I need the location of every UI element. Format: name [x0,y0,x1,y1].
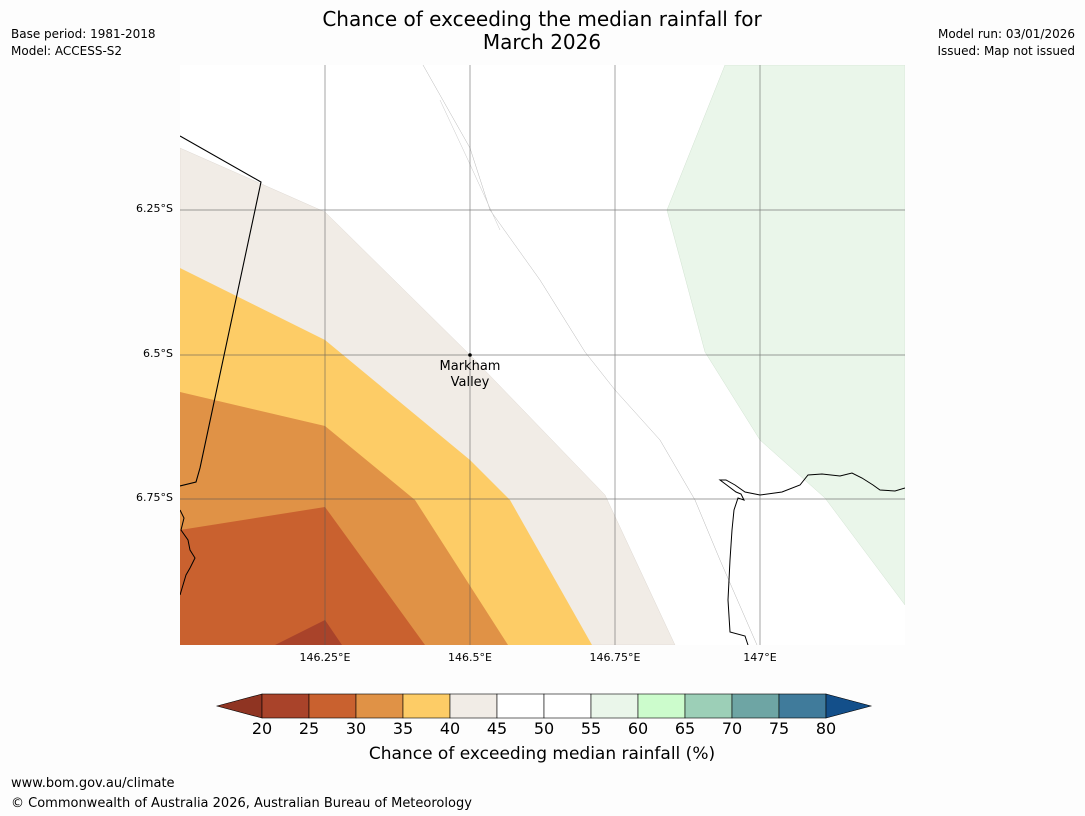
colorbar-tick-label: 50 [533,719,555,738]
place-label-line-1: Markham [439,359,501,374]
thin-line-2 [439,99,501,231]
colorbar-over-arrow [825,693,873,719]
footer-url: www.bom.gov.au/climate [11,776,175,791]
meta-left: Base period: 1981-2018 Model: ACCESS-S2 [11,26,156,60]
base-period-text: Base period: 1981-2018 [11,27,156,41]
markham-valley-marker [468,353,472,357]
colorbar-swatch [684,693,733,719]
lon-label-146-25e: 146.25°E [299,651,351,664]
map-title: Chance of exceeding the median rainfall … [242,8,842,54]
colorbar-under-arrow [215,693,263,719]
issued-text: Issued: Map not issued [937,44,1075,58]
colorbar-tick-label: 75 [768,719,790,738]
title-line-1: Chance of exceeding the median rainfall … [322,7,762,31]
colorbar-swatch [355,693,404,719]
colorbar-tick-label: 20 [251,719,273,738]
map-plot [180,65,905,645]
colorbar-swatch [543,693,592,719]
footer-copyright: © Commonwealth of Australia 2026, Austra… [11,796,472,811]
colorbar-swatch [637,693,686,719]
colorbar-tick-label: 40 [439,719,461,738]
colorbar-swatch [590,693,639,719]
coastline-west [180,509,196,596]
colorbar-tick-label: 55 [580,719,602,738]
band-55-60 [666,65,905,606]
colorbar-tick-label: 45 [486,719,508,738]
colorbar-swatch [449,693,498,719]
colorbar-tick-label: 35 [392,719,414,738]
place-label-line-2: Valley [450,375,490,390]
lon-label-146-5e: 146.5°E [448,651,492,664]
colorbar-tick-label: 60 [627,719,649,738]
place-label-markham-valley: Markham Valley [425,359,515,391]
colorbar-swatch [731,693,780,719]
border-line [180,135,262,487]
lon-label-147e: 147°E [743,651,777,664]
colorbar-swatch [261,693,310,719]
thin-line-1 [422,65,758,645]
colorbar-tick-label: 65 [674,719,696,738]
model-run-text: Model run: 03/01/2026 [937,27,1075,41]
lat-label-6-25s: 6.25°S [136,202,173,215]
meta-right: Model run: 03/01/2026 Issued: Map not is… [937,26,1075,60]
coastline-east [718,472,905,645]
lat-label-6-75s: 6.75°S [136,491,173,504]
band-25-30 [180,507,425,645]
colorbar-title: Chance of exceeding median rainfall (%) [368,744,716,764]
lon-label-146-75e: 146.75°E [589,651,641,664]
lat-label-6-5s: 6.5°S [143,347,173,360]
colorbar-tick-label: 25 [298,719,320,738]
colorbar-tick-label: 30 [345,719,367,738]
title-line-2: March 2026 [482,30,602,54]
colorbar-swatch [778,693,827,719]
colorbar-swatch [402,693,451,719]
model-text: Model: ACCESS-S2 [11,44,123,58]
colorbar-tick-label: 80 [815,719,837,738]
colorbar-swatch [496,693,545,719]
colorbar-swatch [308,693,357,719]
colorbar-tick-label: 70 [721,719,743,738]
